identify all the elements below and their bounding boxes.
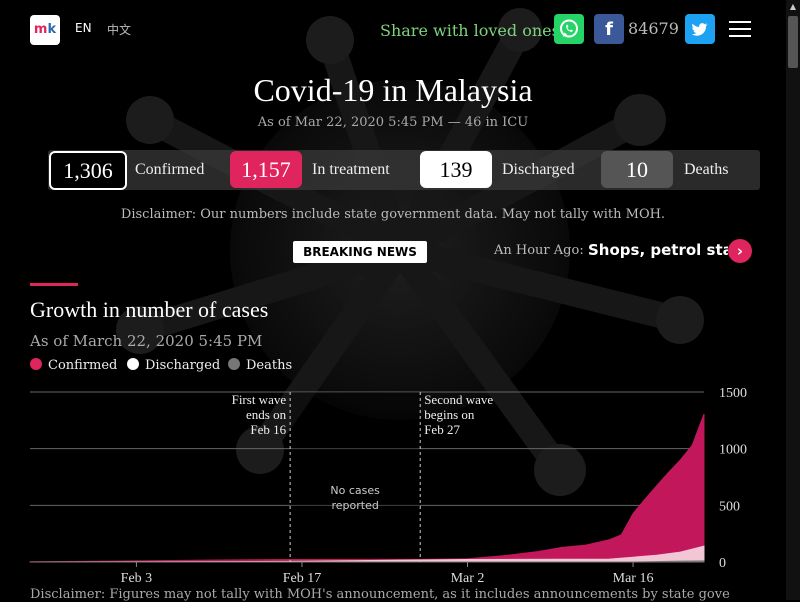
x-tick-label: Mar 16 bbox=[613, 571, 654, 586]
series-area-discharged bbox=[29, 545, 705, 563]
deaths-count-badge: 10 bbox=[601, 151, 673, 188]
first-wave-annotation: First wave ends on Feb 16 bbox=[232, 392, 287, 437]
scroll-up-arrow-icon[interactable]: ▲ bbox=[789, 2, 797, 11]
top-navigation-bar: mk EN 中文 Share with loved ones f 84679 bbox=[0, 0, 786, 60]
confirmed-count-badge: 1,306 bbox=[49, 151, 127, 190]
y-tick-label: 1000 bbox=[719, 443, 747, 458]
facebook-share-button[interactable]: f bbox=[594, 14, 624, 44]
x-tick-label: Feb 3 bbox=[121, 571, 153, 586]
twitter-share-button[interactable] bbox=[685, 14, 715, 44]
logo-text-m: m bbox=[33, 22, 48, 37]
legend-swatch bbox=[127, 358, 139, 370]
scrollbar-thumb[interactable] bbox=[788, 16, 798, 68]
in-treatment-count-badge: 1,157 bbox=[230, 151, 302, 188]
chart-disclaimer: Disclaimer: Figures may not tally with M… bbox=[30, 587, 730, 602]
legend-label: Deaths bbox=[246, 358, 293, 373]
language-zh-link[interactable]: 中文 bbox=[107, 23, 132, 37]
section-accent-line bbox=[30, 283, 78, 286]
facebook-share-count: 84679 bbox=[628, 19, 679, 38]
legend-item-discharged: Discharged bbox=[127, 358, 220, 373]
no-cases-zone bbox=[290, 392, 421, 562]
news-next-chevron-icon[interactable]: › bbox=[728, 239, 752, 263]
legend-label: Discharged bbox=[145, 358, 221, 373]
series-area-deaths bbox=[30, 560, 705, 563]
x-tick-label: Mar 2 bbox=[451, 571, 485, 586]
news-timestamp: An Hour Ago: bbox=[494, 243, 584, 258]
whatsapp-icon bbox=[560, 19, 578, 38]
stats-disclaimer: Disclaimer: Our numbers include state go… bbox=[120, 207, 666, 222]
page-title: Covid-19 in Malaysia bbox=[253, 72, 533, 108]
discharged-count-badge: 139 bbox=[420, 151, 492, 188]
malaysiakini-logo[interactable]: mk bbox=[30, 15, 60, 45]
legend-swatch bbox=[228, 358, 240, 370]
legend-item-deaths: Deaths bbox=[228, 358, 292, 373]
logo-text-k: k bbox=[47, 22, 57, 37]
section-subtitle: As of March 22, 2020 5:45 PM bbox=[30, 332, 263, 350]
growth-area-chart: 0 500 1000 1500 Feb 3 Feb 17 Mar 2 Mar 16 No cas… bbox=[29, 386, 747, 586]
y-tick-label: 1500 bbox=[719, 386, 747, 401]
series-area-confirmed bbox=[29, 413, 705, 563]
whatsapp-share-button[interactable] bbox=[554, 14, 584, 44]
facebook-icon: f bbox=[605, 19, 613, 40]
page-scrollbar[interactable]: ▲ bbox=[786, 0, 800, 600]
breaking-news-badge: BREAKING NEWS bbox=[293, 241, 427, 263]
no-cases-note: No cases reported bbox=[330, 484, 380, 512]
in-treatment-label: In treatment bbox=[312, 161, 390, 178]
twitter-bird-icon bbox=[692, 23, 708, 36]
page-subtitle: As of Mar 22, 2020 5:45 PM — 46 in ICU bbox=[257, 115, 529, 130]
hamburger-menu-icon[interactable] bbox=[729, 21, 751, 37]
legend-swatch bbox=[30, 358, 42, 370]
section-title: Growth in number of cases bbox=[30, 297, 269, 322]
discharged-label: Discharged bbox=[502, 161, 575, 178]
deaths-label: Deaths bbox=[684, 161, 729, 178]
share-prompt: Share with loved ones bbox=[380, 21, 560, 40]
confirmed-label: Confirmed bbox=[135, 161, 205, 178]
second-wave-annotation: Second wave begins on Feb 27 bbox=[424, 392, 493, 437]
y-tick-label: 500 bbox=[719, 499, 740, 514]
legend-item-confirmed: Confirmed bbox=[30, 358, 117, 373]
legend-label: Confirmed bbox=[48, 358, 118, 373]
y-tick-label: 0 bbox=[719, 556, 726, 571]
language-en-link[interactable]: EN bbox=[75, 21, 92, 35]
x-tick-label: Feb 17 bbox=[283, 571, 322, 586]
breaking-news-headline-link[interactable]: Shops, petrol stations bbox=[588, 241, 728, 259]
